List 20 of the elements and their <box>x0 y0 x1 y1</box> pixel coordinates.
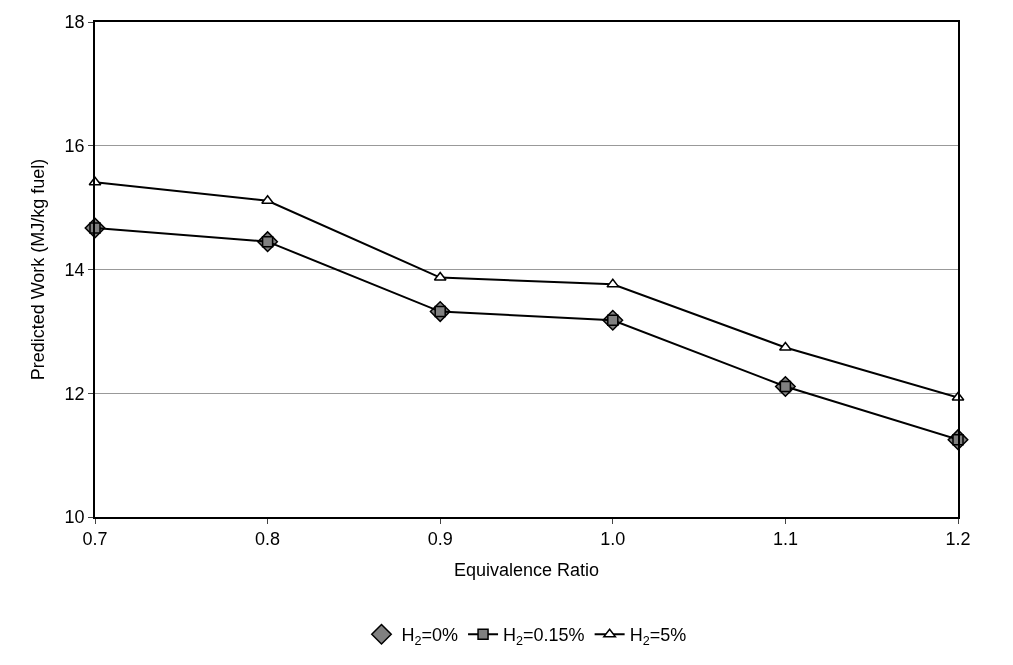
y-tick-label: 16 <box>64 136 85 157</box>
legend-label: H$_{2}$=5% <box>629 625 687 648</box>
point <box>433 271 447 281</box>
x-tick-label: 0.8 <box>255 529 281 550</box>
x-tick-label: 0.9 <box>427 529 453 550</box>
x-axis-title: Equivalence Ratio <box>453 559 600 580</box>
y-axis-title: Predicted Work (MJ/kg fuel) <box>28 158 49 381</box>
point <box>606 278 620 288</box>
x-tick-label: 0.7 <box>82 529 108 550</box>
x-tick-label: 1.2 <box>945 529 971 550</box>
y-tick-label: 10 <box>64 507 85 528</box>
x-tick-label: 1.1 <box>772 529 798 550</box>
point <box>778 341 792 351</box>
x-tick-label: 1.0 <box>600 529 626 550</box>
legend-label: H$_{2}$=0.15% <box>503 625 585 648</box>
point <box>261 195 275 205</box>
legend-label: H$_{2}$=0% <box>401 625 459 648</box>
y-tick-label: 18 <box>64 12 85 33</box>
y-tick-label: 14 <box>64 259 85 280</box>
y-tick-label: 12 <box>64 383 85 404</box>
